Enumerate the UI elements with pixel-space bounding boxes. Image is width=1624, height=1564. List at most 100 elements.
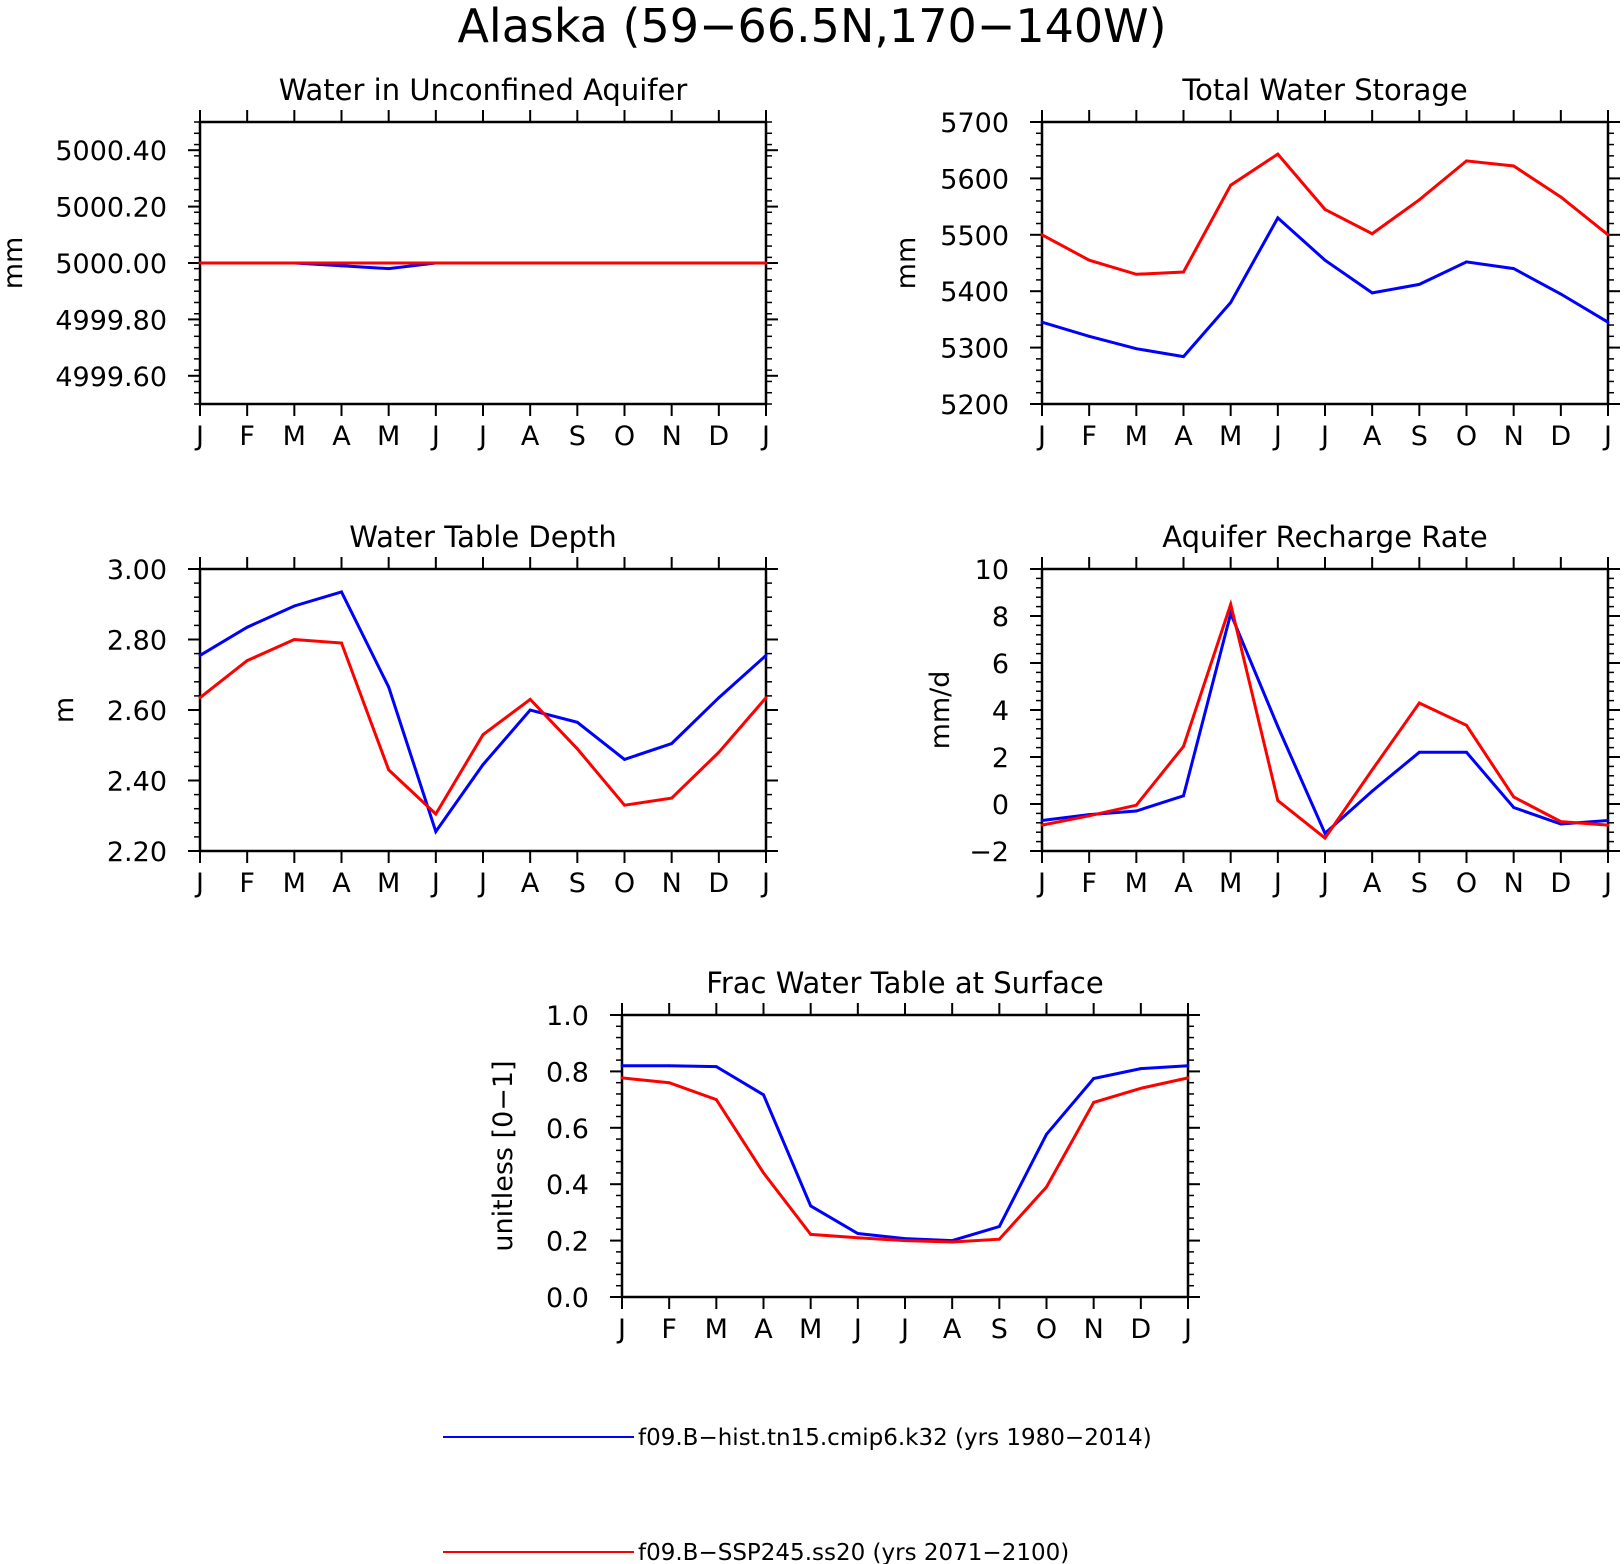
panel-total-water-storage-ytick-label: 5500	[940, 221, 1009, 252]
panel-water-table-depth-series-hist-line	[199, 590, 768, 835]
panel-water-in-unconfined-aquifer-xtick-label: S	[569, 421, 586, 452]
panel-aquifer-recharge-rate-title: Aquifer Recharge Rate	[1162, 520, 1488, 554]
panel-aquifer-recharge-rate-series-ssp-point	[1087, 814, 1091, 818]
panel-total-water-storage-xtick-label: D	[1550, 421, 1571, 452]
panel-frac-water-table-at-surface-series-ssp-line	[621, 1076, 1189, 1244]
panel-total-water-storage-series-hist-point	[1182, 355, 1185, 359]
panel-water-in-unconfined-aquifer-series-ssp-point	[528, 261, 532, 265]
panel-total-water-storage-series-ssp-point	[1134, 272, 1138, 276]
panel-water-in-unconfined-aquifer-xtick-label: J	[477, 421, 487, 452]
panel-aquifer-recharge-rate-series-ssp-point	[1323, 836, 1327, 840]
panel-aquifer-recharge-rate-series-ssp-point	[1040, 823, 1044, 827]
panel-water-table-depth-series-hist-point	[340, 590, 343, 594]
panel-frac-water-table-at-surface-series-hist-point	[1139, 1067, 1143, 1070]
panel-frac-water-table-at-surface-xtick-label: A	[754, 1314, 773, 1345]
panel-total-water-storage-ytick-label: 5400	[940, 277, 1009, 308]
panel-water-in-unconfined-aquifer-xtick-label: M	[377, 421, 400, 452]
panel-total-water-storage-series-hist-point	[1606, 320, 1610, 324]
panel-aquifer-recharge-rate-xtick-label: N	[1504, 868, 1524, 899]
panel-aquifer-recharge-rate-series-hist-point	[1134, 809, 1138, 813]
panel-water-table-depth-series-ssp-point	[623, 803, 626, 807]
panel-frac-water-table-at-surface-series-hist-point	[667, 1064, 671, 1068]
panel-total-water-storage-xtick-label: J	[1319, 421, 1329, 452]
panel-frac-water-table-at-surface-ytick-label: 0.0	[546, 1283, 589, 1314]
panel-total-water-storage-xtick-label: J	[1272, 421, 1282, 452]
panel-frac-water-table-at-surface-xtick-label: J	[852, 1314, 862, 1345]
panel-water-in-unconfined-aquifer-xtick-label: J	[430, 421, 440, 452]
panel-total-water-storage-series-ssp-point	[1323, 208, 1327, 211]
panel-water-table-depth-series-hist-point	[245, 625, 249, 629]
panel-total-water-storage-xtick-label: N	[1504, 421, 1524, 452]
panel-total-water-storage-series-hist-point	[1134, 347, 1138, 351]
panel-total-water-storage-series-ssp-point	[1182, 270, 1185, 274]
panel-water-in-unconfined-aquifer-series-ssp-point	[575, 261, 579, 265]
panel-water-table-depth-series-hist-point	[434, 830, 438, 834]
panel-frac-water-table-at-surface-series-hist-point	[1186, 1064, 1190, 1068]
panel-water-in-unconfined-aquifer-series-ssp-point	[717, 261, 721, 265]
panel-total-water-storage-series-hist-point	[1040, 320, 1044, 324]
panel-water-in-unconfined-aquifer-series-ssp-point	[292, 261, 296, 265]
panel-aquifer-recharge-rate-xtick-label: M	[1219, 868, 1242, 899]
panel-water-table-depth-series-ssp-point	[670, 796, 674, 800]
panel-frac-water-table-at-surface-xtick-label: J	[899, 1314, 909, 1345]
panel-total-water-storage-xtick-label: A	[1174, 421, 1193, 452]
legend: f09.B−hist.tn15.cmip6.k32 (yrs 1980−2014…	[443, 1425, 1152, 1564]
panel-frac-water-table-at-surface-xtick-label: D	[1130, 1314, 1151, 1345]
panel-total-water-storage-series-ssp-point	[1087, 258, 1091, 262]
panel-total-water-storage-xtick-label: M	[1219, 421, 1242, 452]
panel-frac-water-table-at-surface-series-hist-point	[762, 1093, 765, 1097]
panel-total-water-storage-series-hist-point	[1417, 283, 1421, 286]
panel-frac-water-table-at-surface-xtick-label: S	[991, 1314, 1008, 1345]
panel-aquifer-recharge-rate-series-hist-point	[1559, 822, 1563, 826]
figure-title: Alaska (59−66.5N,170−140W)	[457, 0, 1166, 53]
panel-aquifer-recharge-rate-xtick-label: D	[1550, 868, 1571, 899]
panel-water-table-depth-series-hist-point	[764, 653, 768, 657]
panel-water-table-depth-xtick-label: J	[430, 868, 440, 899]
panel-water-table-depth-ytick-label: 2.20	[107, 837, 167, 868]
panel-water-table-depth-series-hist-point	[387, 685, 391, 689]
panel-aquifer-recharge-rate-series-ssp-point	[1134, 803, 1138, 807]
panel-water-table-depth-xtick-label: A	[521, 868, 540, 899]
panel-water-table-depth-ytick-label: 2.80	[107, 626, 167, 657]
panel-frac-water-table-at-surface-ytick-label: 0.6	[546, 1114, 589, 1145]
panel-aquifer-recharge-rate-xtick-label: J	[1319, 868, 1329, 899]
panel-frac-water-table-at-surface-series-ssp-point	[714, 1098, 718, 1101]
panel-water-table-depth-ytick-label: 2.40	[107, 767, 167, 798]
panel-aquifer-recharge-rate-ytick-label: −2	[969, 837, 1009, 868]
panel-water-table-depth-xtick-label: J	[477, 868, 487, 899]
panel-total-water-storage-series-hist-point	[1465, 260, 1468, 264]
panel-aquifer-recharge-rate-xtick-label: J	[1272, 868, 1282, 899]
panel-water-table-depth-series-ssp-point	[575, 747, 579, 751]
panel-frac-water-table-at-surface-series-hist-point	[620, 1064, 624, 1068]
panel-frac-water-table-at-surface-ylabel: unitless [0−1]	[488, 1060, 519, 1251]
panel-frac-water-table-at-surface-xtick-label: F	[661, 1314, 677, 1345]
panel-frac-water-table-at-surface-series-ssp-point	[856, 1236, 860, 1240]
panel-aquifer-recharge-rate-xtick-label: S	[1411, 868, 1428, 899]
panel-total-water-storage-series-hist-point	[1276, 216, 1280, 220]
panel-water-table-depth-ylabel: m	[49, 697, 80, 723]
panel-water-table-depth-series-ssp-point	[292, 638, 296, 641]
panel-water-table-depth-series-ssp-point	[764, 696, 768, 700]
panel-water-in-unconfined-aquifer-xtick-label: M	[283, 421, 306, 452]
panel-total-water-storage-series-ssp-point	[1606, 233, 1610, 237]
panel-total-water-storage-ytick-label: 5300	[940, 334, 1009, 365]
panel-frac-water-table-at-surface-series-hist-line	[622, 1064, 1189, 1243]
panel-frac-water-table-at-surface-series-hist-point	[1092, 1077, 1096, 1080]
panel-water-in-unconfined-aquifer: J F M A M J J A S O N D J4999.604999.805000.005000.2…	[0, 73, 778, 452]
panel-frac-water-table-at-surface-series-ssp-point	[620, 1076, 624, 1080]
panel-frac-water-table-at-surface-series-ssp-point	[903, 1239, 907, 1242]
panel-frac-water-table-at-surface-series-hist-point	[714, 1065, 718, 1069]
panel-aquifer-recharge-rate-series-ssp-point	[1182, 745, 1185, 748]
panel-total-water-storage-series-ssp-point	[1559, 195, 1563, 199]
panel-water-in-unconfined-aquifer-ytick-label: 5000.40	[55, 136, 167, 167]
panel-water-in-unconfined-aquifer-xtick-label: O	[614, 421, 635, 452]
panel-aquifer-recharge-rate-series-hist-point	[1276, 725, 1280, 728]
panel-water-in-unconfined-aquifer-xtick-label: N	[662, 421, 682, 452]
panel-total-water-storage-xtick-label: A	[1363, 421, 1382, 452]
panel-aquifer-recharge-rate-series-ssp-point	[1417, 701, 1421, 705]
panel-frac-water-table-at-surface-xtick-label: N	[1084, 1314, 1104, 1345]
panel-frac-water-table-at-surface-frame	[620, 1013, 1190, 1299]
panel-frac-water-table-at-surface-series-hist-point	[856, 1232, 860, 1235]
panel-aquifer-recharge-rate-ytick-label: 8	[992, 602, 1009, 633]
panel-water-table-depth-xtick-label: M	[377, 868, 400, 899]
